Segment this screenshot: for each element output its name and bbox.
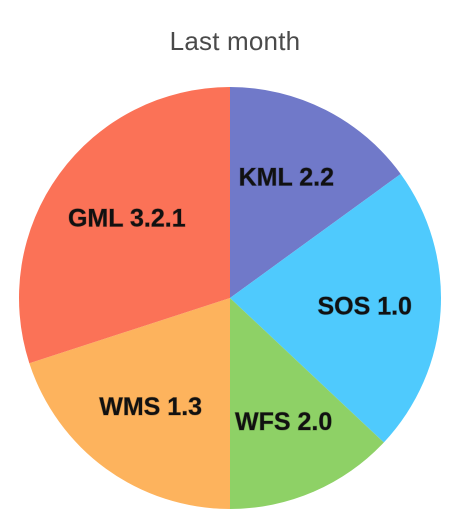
pie-label-wfs-2-0: WFS 2.0 (235, 408, 332, 436)
pie-label-gml-3-2-1: GML 3.2.1 (68, 205, 186, 233)
pie-label-wms-1-3: WMS 1.3 (99, 393, 202, 421)
pie-label-kml-2-2: KML 2.2 (239, 164, 334, 192)
pie-label-sos-1-0: SOS 1.0 (317, 292, 412, 320)
